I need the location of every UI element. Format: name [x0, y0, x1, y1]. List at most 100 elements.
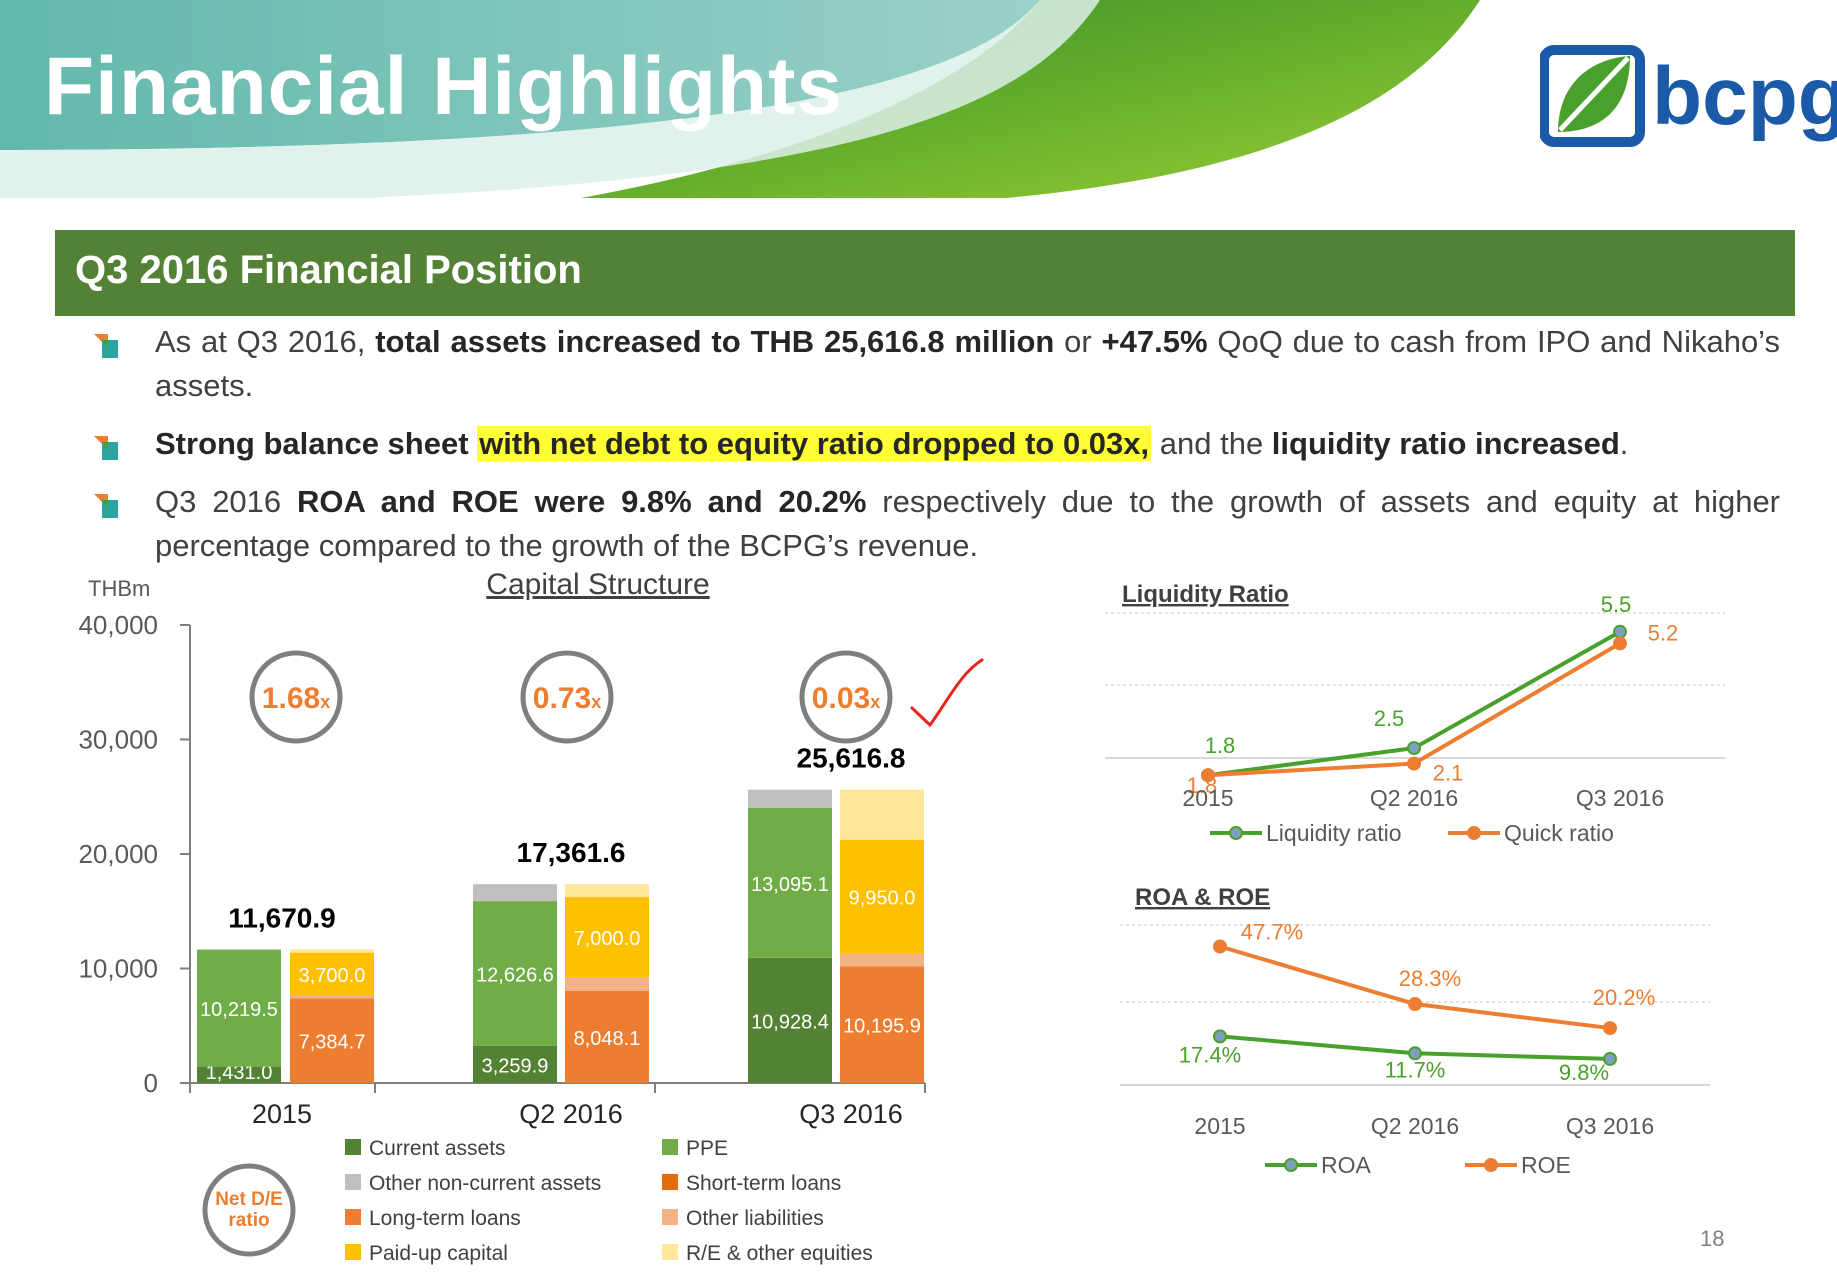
point-data-label: 2.1 [1433, 761, 1464, 786]
legend-label: Other non-current assets [369, 1172, 601, 1195]
x-category-label: Q3 2016 [1576, 785, 1664, 811]
bar-segment-asset [748, 807, 832, 958]
legend-marker [1467, 826, 1481, 840]
bar-segment-liability [290, 949, 374, 953]
series-point [1603, 1021, 1617, 1036]
line-chart-title: Liquidity Ratio [1122, 581, 1289, 608]
legend-swatch [345, 1244, 361, 1260]
point-data-label: 9.8% [1559, 1060, 1609, 1085]
bar-data-label: 1,431.0 [206, 1062, 273, 1084]
legend-marker [1284, 1158, 1298, 1172]
point-data-label: 1.8 [1205, 733, 1236, 758]
page-number: 18 [1700, 1226, 1725, 1251]
bar-segment-liability [290, 952, 374, 996]
bar-segment-asset [473, 884, 557, 902]
x-category-label: 2015 [252, 1099, 312, 1129]
bullet-3-bold-a: ROA and ROE were 9.8% and 20.2% [297, 484, 867, 519]
x-category-label: 2015 [1182, 785, 1233, 811]
bullet-icon [94, 334, 118, 358]
bar-data-label: 12,626.6 [476, 964, 554, 986]
legend-swatch [345, 1174, 361, 1190]
y-tick-label: 0 [144, 1068, 158, 1098]
bullet-2: Strong balance sheet with net debt to eq… [155, 422, 1780, 466]
point-data-label: 47.7% [1241, 919, 1303, 944]
x-category-label: Q2 2016 [519, 1099, 623, 1129]
bullet-1-bold-b: +47.5% [1101, 324, 1208, 359]
check-mark-annotation [910, 658, 984, 728]
series-line [1207, 641, 1622, 778]
bar-data-label: 8,048.1 [574, 1028, 641, 1050]
series-point [1213, 939, 1227, 954]
legend-label: Liquidity ratio [1266, 820, 1402, 846]
bullet-1-text-a: As at Q3 2016, [155, 324, 376, 359]
bar-segment-liability [840, 953, 924, 967]
de-ratio-value: 1.68x [262, 682, 330, 715]
x-category-label: Q2 2016 [1370, 785, 1458, 811]
bar-data-label: 3,259.9 [482, 1055, 549, 1077]
legend-label: Current assets [369, 1137, 506, 1160]
legend-swatch [662, 1174, 678, 1190]
bullet-2-text-b: . [1619, 426, 1629, 461]
point-data-label: 5.2 [1648, 620, 1679, 645]
legend-swatch [345, 1139, 361, 1155]
legend-label: Paid-up capital [369, 1242, 508, 1265]
point-data-label: 2.5 [1374, 706, 1405, 731]
bar-data-label: 10,219.5 [200, 999, 278, 1021]
y-tick-label: 30,000 [78, 725, 158, 755]
net-de-badge-line-2: ratio [228, 1210, 269, 1231]
legend-label: PPE [686, 1137, 728, 1160]
legend-label: R/E & other equities [686, 1242, 873, 1265]
legend-swatch [662, 1139, 678, 1155]
bullet-2-bold-a: Strong balance sheet [155, 426, 469, 461]
bullet-2-bold-b: liquidity ratio increased [1271, 426, 1620, 461]
header-banner [0, 0, 1837, 205]
legend-label: Long-term loans [369, 1207, 521, 1230]
series-point [1613, 624, 1627, 639]
legend-label: Quick ratio [1504, 820, 1614, 846]
capital-structure-title: Capital Structure [486, 568, 709, 601]
bullet-3-text-b: respectively due to the growth of assets… [155, 484, 1781, 563]
y-tick-label: 40,000 [78, 610, 158, 640]
net-de-badge-line-1: Net D/E [215, 1189, 283, 1210]
y-tick-label: 20,000 [78, 839, 158, 869]
section-header-bar: Q3 2016 Financial Position [55, 230, 1795, 316]
bar-segment-liability [290, 995, 374, 999]
bcpg-logo [1540, 45, 1645, 147]
y-axis-unit-label: THBm [88, 576, 150, 601]
bullet-1-bold-a: total assets increased to THB 25,616.8 m… [375, 324, 1055, 359]
de-ratio-value: 0.73x [533, 682, 601, 715]
banner-teal-shape [0, 0, 1040, 150]
series-point [1201, 768, 1215, 783]
x-category-label: Q2 2016 [1371, 1113, 1459, 1139]
bar-segment-asset [748, 957, 832, 1083]
bar-data-label: 10,195.9 [843, 1016, 921, 1038]
series-point [1408, 997, 1422, 1012]
legend-marker [1229, 826, 1243, 840]
point-data-label: 17.4% [1179, 1042, 1241, 1067]
bar-segment-liability [565, 884, 649, 897]
bullet-icon [94, 494, 118, 518]
legend-label: Other liabilities [686, 1207, 824, 1230]
bullet-3-text-a: Q3 2016 [155, 484, 298, 519]
x-category-label: Q3 2016 [799, 1099, 903, 1129]
point-data-label: 11.7% [1385, 1057, 1446, 1082]
bar-data-label: 9,950.0 [849, 888, 916, 910]
de-ratio-circle [249, 650, 343, 744]
bullet-2-highlight: with net debt to equity ratio dropped to… [477, 426, 1152, 461]
section-title: Q3 2016 Financial Position [75, 248, 582, 292]
roa-roe-chart: ROA & ROE 17.4% 11.7% 9.8% 47.7% 28.3% 20.2% 20… [1120, 884, 1710, 1178]
bar-segment-liability [565, 896, 649, 978]
series-point [1408, 1046, 1422, 1061]
line-chart-title: ROA & ROE [1135, 884, 1270, 911]
bar-segment-liability [840, 839, 924, 954]
series-point [1603, 1051, 1617, 1066]
point-data-label: 5.5 [1601, 592, 1632, 617]
page-title: Financial Highlights [44, 41, 844, 132]
legend-swatch [345, 1209, 361, 1225]
bar-segment-asset [748, 789, 832, 808]
legend-label: Short-term loans [686, 1172, 841, 1195]
bar-data-label: 7,384.7 [299, 1032, 366, 1054]
bar-segment-asset [473, 1045, 557, 1083]
legend-marker [1484, 1158, 1498, 1172]
x-category-label: Q3 2016 [1566, 1113, 1654, 1139]
